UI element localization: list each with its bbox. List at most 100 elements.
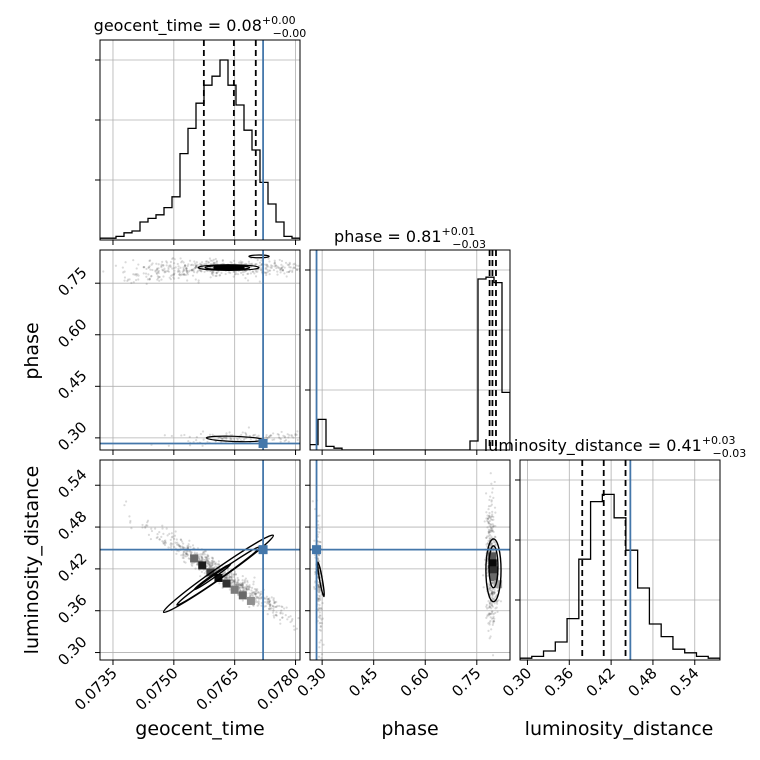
- sample-point: [258, 261, 262, 264]
- panel-phase-vs-luminosity_distance-frame: [309, 459, 511, 661]
- sample-point: [321, 617, 324, 620]
- sample-point: [267, 435, 271, 439]
- sample-point: [312, 585, 316, 589]
- sample-point: [279, 440, 282, 443]
- sample-point: [238, 436, 241, 439]
- sample-point: [229, 436, 232, 440]
- sample-point: [273, 600, 277, 604]
- xtick-label-luminosity_distance: 0.30: [499, 664, 535, 700]
- sample-point: [248, 595, 251, 598]
- sample-point: [491, 591, 494, 594]
- sample-point: [147, 533, 151, 536]
- sample-point: [282, 434, 285, 437]
- sample-point: [243, 581, 246, 584]
- sample-point: [486, 517, 490, 520]
- sample-point: [189, 264, 193, 267]
- sample-point: [185, 266, 188, 270]
- sample-point: [287, 436, 290, 439]
- sample-point: [491, 654, 495, 657]
- sample-point: [489, 495, 492, 498]
- sample-point: [135, 267, 138, 270]
- sample-point: [490, 601, 493, 605]
- sample-point: [170, 274, 173, 277]
- sample-point: [488, 601, 492, 604]
- sample-point: [317, 597, 320, 600]
- sample-point: [241, 582, 244, 585]
- sample-point: [188, 444, 192, 447]
- sample-point: [249, 438, 252, 441]
- sample-point: [233, 270, 236, 273]
- sample-point: [200, 554, 203, 558]
- sample-point: [490, 523, 493, 526]
- sample-point: [317, 597, 320, 601]
- sample-point: [185, 552, 189, 556]
- sample-point: [491, 529, 494, 532]
- sample-point: [199, 262, 202, 265]
- sample-point: [178, 544, 181, 547]
- sample-point: [280, 263, 283, 266]
- sample-point: [247, 588, 251, 591]
- sample-point: [158, 538, 161, 541]
- sample-point: [259, 264, 262, 267]
- sample-point: [252, 434, 255, 437]
- sample-point: [173, 272, 176, 275]
- sample-point: [201, 553, 205, 556]
- sample-point: [213, 566, 216, 569]
- sample-point: [271, 604, 274, 607]
- sample-point: [156, 536, 159, 539]
- sample-point: [205, 262, 208, 265]
- sample-point: [488, 588, 492, 592]
- sample-point: [243, 580, 247, 583]
- sample-point: [225, 576, 228, 579]
- sample-point: [256, 588, 259, 591]
- sample-point: [485, 605, 488, 608]
- sample-point: [488, 621, 491, 624]
- panel-geocent_time-vs-luminosity_distance-bg: [100, 460, 300, 660]
- sample-point: [172, 273, 176, 276]
- sample-point: [132, 273, 135, 276]
- sample-point: [283, 266, 286, 269]
- sample-point: [132, 259, 135, 262]
- sample-point: [171, 273, 174, 276]
- sample-point: [269, 434, 272, 437]
- sample-point: [269, 603, 272, 606]
- sample-point: [206, 558, 209, 561]
- sample-point: [129, 519, 132, 523]
- sample-point: [150, 275, 153, 278]
- sample-point: [160, 278, 163, 281]
- sample-point: [263, 601, 267, 604]
- sample-point: [488, 637, 491, 640]
- sample-point: [180, 554, 183, 557]
- sample-point: [214, 257, 217, 261]
- sample-point: [206, 562, 209, 565]
- sample-point: [205, 559, 208, 562]
- sample-point: [163, 271, 166, 274]
- density-square: [198, 561, 207, 570]
- sample-point: [276, 270, 279, 273]
- sample-point: [211, 433, 214, 436]
- sample-point: [289, 615, 292, 618]
- sample-point: [487, 530, 490, 533]
- sample-point: [487, 629, 490, 632]
- sample-point: [177, 265, 180, 268]
- sample-point: [194, 266, 197, 269]
- sample-point: [296, 438, 299, 442]
- sample-point: [151, 268, 154, 272]
- sample-point: [316, 590, 320, 593]
- sample-point: [193, 551, 196, 554]
- sample-point: [245, 589, 248, 592]
- sample-point: [481, 574, 485, 577]
- sample-point: [272, 597, 275, 600]
- sample-point: [297, 264, 300, 267]
- sample-point: [183, 265, 187, 268]
- sample-point: [234, 573, 237, 576]
- sample-point: [255, 263, 258, 266]
- sample-point: [487, 522, 490, 525]
- sample-point: [268, 269, 271, 272]
- sample-point: [186, 554, 189, 557]
- sample-point: [247, 426, 250, 429]
- sample-point: [318, 586, 321, 589]
- sample-point: [217, 270, 220, 273]
- sample-point: [121, 266, 124, 269]
- sample-point: [301, 625, 303, 627]
